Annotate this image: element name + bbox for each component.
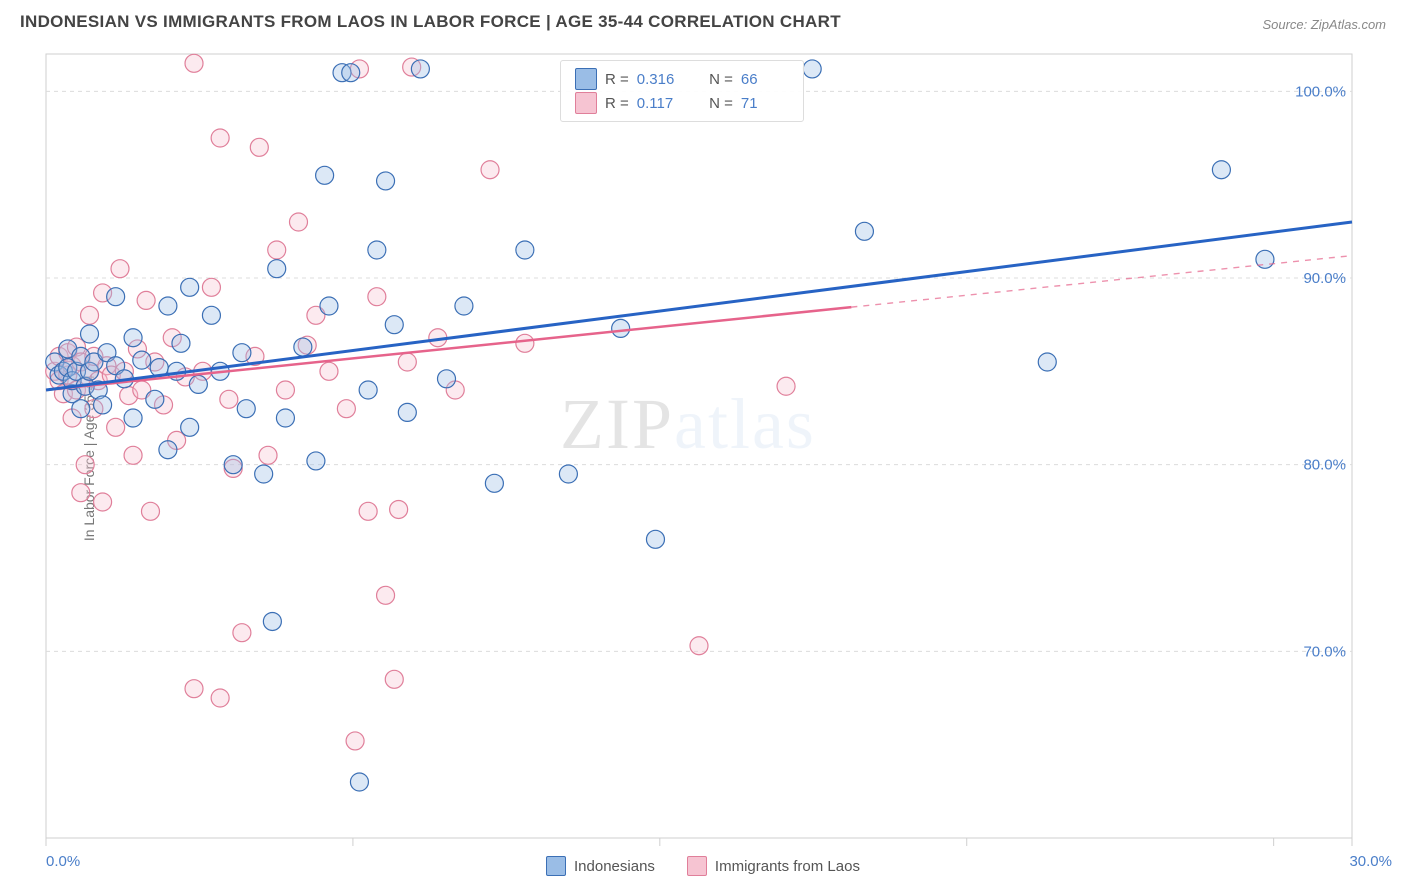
svg-text:70.0%: 70.0%	[1303, 643, 1346, 660]
legend-item-indonesians: Indonesians	[546, 856, 655, 876]
legend-stat-row: R = 0.117 N = 71	[575, 91, 789, 115]
legend-item-laos: Immigrants from Laos	[687, 856, 860, 876]
legend-label-pink: Immigrants from Laos	[715, 858, 860, 875]
svg-text:90.0%: 90.0%	[1303, 270, 1346, 287]
chart-title: INDONESIAN VS IMMIGRANTS FROM LAOS IN LA…	[20, 12, 841, 32]
correlation-legend: R = 0.316 N = 66R = 0.117 N = 71	[560, 60, 804, 122]
blue-swatch-icon	[575, 68, 597, 90]
chart-area: In Labor Force | Age 35-44 70.0%80.0%90.…	[0, 38, 1406, 878]
legend-label-blue: Indonesians	[574, 858, 655, 875]
legend-swatch-blue	[546, 856, 566, 876]
legend-swatch-pink	[687, 856, 707, 876]
svg-text:100.0%: 100.0%	[1295, 83, 1346, 100]
svg-text:80.0%: 80.0%	[1303, 457, 1346, 474]
scatter-plot-svg: 70.0% 80.0% 90.0% 100.0%	[0, 38, 1406, 878]
pink-swatch-icon	[575, 92, 597, 114]
legend-stat-row: R = 0.316 N = 66	[575, 67, 789, 91]
chart-source: Source: ZipAtlas.com	[1262, 17, 1386, 32]
chart-header: INDONESIAN VS IMMIGRANTS FROM LAOS IN LA…	[0, 0, 1406, 38]
series-legend: Indonesians Immigrants from Laos	[0, 856, 1406, 876]
